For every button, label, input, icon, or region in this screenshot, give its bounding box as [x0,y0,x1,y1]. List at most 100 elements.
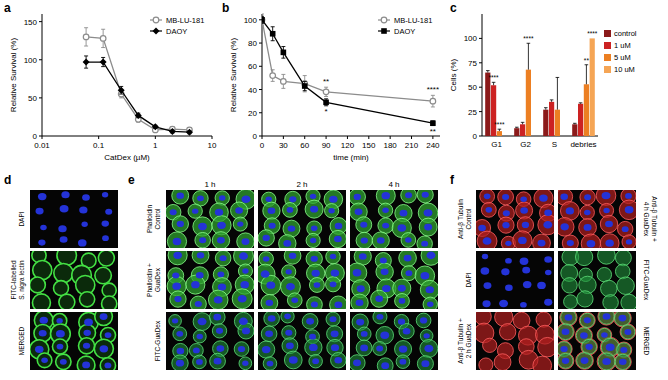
cell [419,218,437,236]
cell [371,290,388,307]
nucleus [177,221,184,227]
nucleus [286,283,295,291]
cell [77,356,95,370]
nucleus [38,193,47,200]
nucleus [193,347,200,353]
cell [305,200,323,218]
cell [215,251,231,266]
column-label: 2 h [296,180,307,189]
cell [558,324,573,340]
x-tick-label: 1 [153,141,158,150]
x-axis-label: CatDex (µM) [104,153,150,162]
x-tick [262,136,263,139]
nucleus [427,252,436,260]
micrograph-group [258,190,346,248]
cell [479,358,493,370]
micrograph [30,190,118,248]
nucleus [426,286,434,293]
cell [192,251,209,264]
nucleus [566,207,574,214]
cell [378,218,394,234]
error-bar [271,27,275,41]
annotation: **** [427,85,439,94]
error-bar [486,71,490,73]
cell [231,202,248,219]
cell [37,353,52,368]
cell [172,355,188,370]
nucleus [398,285,406,292]
nucleus [242,268,248,273]
legend-label: MB-LU-181 [166,16,204,25]
nucleus [481,267,490,274]
nucleus [314,282,321,288]
nucleus [330,281,337,287]
error-bar [101,29,105,47]
nucleus [263,235,270,241]
legend-marker [153,28,160,35]
cell [617,277,635,295]
nucleus [269,223,276,229]
data-point [100,59,107,66]
cell [356,340,372,356]
error-bar [544,108,548,110]
bar [578,104,583,136]
bar [520,124,525,136]
annotation: **** [494,121,505,128]
nucleus [100,313,108,320]
cell [350,263,367,283]
nucleus [421,360,429,367]
annotation: ** [584,57,590,64]
cell [620,324,636,340]
nucleus [584,194,591,200]
y-tick-label: 25 [468,108,477,117]
cell [373,312,387,324]
data-point [83,34,89,40]
nucleus [176,360,184,367]
cell [284,251,301,264]
error-bar [303,76,307,92]
row-label: 2 h GuaDex [465,323,472,358]
cell [401,233,416,248]
cell [52,339,67,354]
nucleus [306,318,314,325]
y-tick-label: 0 [473,132,478,141]
cell [597,267,611,281]
nucleus [191,281,200,288]
bar [549,102,554,136]
nucleus [331,330,339,337]
nucleus [537,282,546,289]
nucleus [603,313,611,320]
x-tick-label: G2 [520,140,531,149]
cell [577,353,593,369]
series-line [86,37,189,130]
nucleus [353,269,362,276]
nucleus [538,240,546,247]
y-tick [259,19,262,20]
cell [417,356,433,370]
nucleus [265,331,273,338]
cell [401,190,417,203]
nucleus [399,298,406,304]
nucleus [242,328,250,335]
nucleus [382,223,389,229]
nucleus [520,302,527,308]
cell [193,355,207,369]
nucleus [334,301,342,308]
y-axis [262,14,263,136]
nucleus [176,192,184,198]
nucleus [289,196,296,202]
cell [302,314,318,330]
micrograph-group [258,251,346,309]
nucleus [424,209,433,216]
nucleus [422,192,429,198]
data-point [135,112,142,119]
y-axis-label: Relative Survival (%) [229,38,238,113]
nucleus [312,270,320,277]
nucleus [381,268,389,275]
y-axis-label: Cells (%) [449,58,458,91]
legend-label: DAOY [166,27,187,36]
cell [378,203,392,217]
error-bar [498,129,502,131]
row-label: DAPI [465,272,472,287]
nucleus [505,285,513,291]
